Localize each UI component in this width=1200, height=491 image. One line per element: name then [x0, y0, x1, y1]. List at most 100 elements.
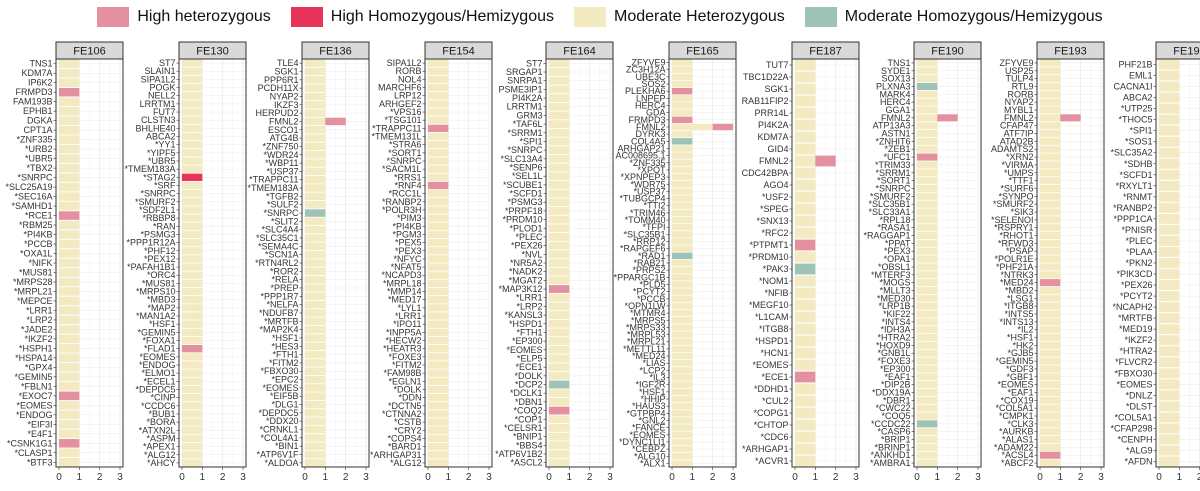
- gene-label: *HSPD1: [755, 336, 789, 346]
- panel-fe130: FE130 ST7SLAIN1SIPA1L2POGKNELL2LRRTM1FUT7…: [124, 41, 247, 483]
- panel-title: FE187: [809, 46, 841, 58]
- gene-label: KDM7A: [757, 132, 788, 142]
- bar-plaa: [1159, 247, 1180, 257]
- gene-label: *RNF4: [394, 180, 421, 190]
- gene-label: *CSTB: [394, 417, 422, 427]
- gene-label: BHLHE40: [135, 123, 175, 133]
- bar-nr5a2: [549, 259, 570, 267]
- bar-fmnl2-seg3: [712, 123, 733, 131]
- legend-label: Moderate Homozygous/Hemizygous: [844, 8, 1103, 25]
- bar-atp6v1b2: [549, 450, 570, 458]
- panel-fe193: FE193 ZFYVE9USP25TULP4RTL9RORBNYAP2MYBL1F…: [991, 41, 1105, 483]
- bar-ccdc6: [182, 402, 203, 410]
- bar-speg: [795, 203, 816, 215]
- gene-label: *NOM1: [759, 276, 789, 286]
- gene-label: TUT7: [766, 60, 789, 70]
- bar-rtl9: [1040, 82, 1061, 90]
- bar-mbd2: [1040, 286, 1061, 294]
- gene-label: *COL4A1: [260, 433, 298, 443]
- bar-frmpd3: [59, 87, 80, 97]
- bar-mrpl21: [672, 338, 693, 345]
- gene-label: *WDR24: [263, 150, 298, 160]
- gene-label: *DYNC1LI1: [619, 437, 666, 447]
- gene-label: *FOXE3: [877, 356, 910, 366]
- gene-label: NELL2: [148, 91, 176, 101]
- gene-label: *CFAP298: [1110, 423, 1152, 433]
- gene-label: *NTRK3: [1000, 270, 1033, 280]
- gene-label: *PHF21A: [996, 262, 1034, 272]
- gene-label: *COL5A1: [995, 403, 1033, 413]
- gene-label: CPT1A: [23, 125, 52, 135]
- gene-label: *SNRPC: [386, 156, 422, 166]
- bar-trappc11: [428, 124, 449, 133]
- bar-dnlz: [1159, 390, 1180, 401]
- gene-label: SGK1: [764, 84, 788, 94]
- bar-rfc2: [795, 227, 816, 239]
- gene-label: *FANCE: [632, 423, 666, 433]
- gene-label: *VIRMA: [1001, 160, 1033, 170]
- gene-label: TLE4: [277, 58, 299, 68]
- bar-mterf3: [917, 271, 938, 279]
- bar-usp37: [305, 167, 326, 176]
- bar-cop1: [549, 415, 570, 424]
- bar-cops4: [428, 434, 449, 443]
- bar-cenph: [1159, 434, 1180, 445]
- gene-label: *COQ5: [881, 411, 910, 421]
- bar-opn1lw: [672, 302, 693, 310]
- bar-trappc11: [305, 175, 326, 184]
- panel-fe154: FE154SIPA1L2RORBNOL4MARCHF6LRP12ARHGEF2*…: [370, 41, 493, 483]
- bar-esco1: [305, 126, 326, 134]
- gene-label: *YY1: [155, 140, 176, 150]
- bar-oxa1l: [59, 249, 80, 258]
- gene-label: *OPN1LW: [625, 301, 666, 311]
- gene-label: *IKZF2: [24, 334, 52, 344]
- gene-label: *NIFK: [28, 258, 52, 268]
- gene-label: *RELA: [271, 275, 298, 285]
- bar-ddx20: [305, 417, 326, 425]
- bar-cdc42bpa: [795, 167, 816, 179]
- bar-dclk1: [549, 389, 570, 398]
- gene-label: *TMEM183A: [124, 164, 175, 174]
- gene-label: *TUBGCP4: [619, 194, 665, 204]
- bar-sulf2: [305, 200, 326, 209]
- gene-label: *ITGB8: [1004, 301, 1034, 311]
- bar-wdr75: [672, 181, 693, 188]
- gene-label: *PCCB: [637, 294, 666, 304]
- bar-ran: [182, 222, 203, 230]
- bar-gjb5: [1040, 349, 1061, 357]
- bar-gtpbp4: [672, 410, 693, 417]
- gene-label: *TGFB2: [266, 191, 299, 201]
- bar-dbr1: [917, 396, 938, 404]
- legend-swatch: [97, 7, 130, 27]
- gene-label: *EOMES: [997, 380, 1033, 390]
- bar-atg4b: [305, 134, 326, 142]
- gene-label: ST7: [526, 58, 543, 68]
- bar-acsl4: [1040, 451, 1061, 459]
- bar-mus81: [182, 279, 203, 288]
- gene-label: PI4K2A: [512, 93, 543, 103]
- x-tick-label: 3: [486, 472, 492, 483]
- bar-cfap298: [1159, 423, 1180, 434]
- bar-brinp1: [917, 443, 938, 451]
- bar-ccdc22: [917, 420, 938, 428]
- bar-sdf2l1: [182, 206, 203, 214]
- bar-pex26: [549, 241, 570, 250]
- bar-snrpc: [305, 209, 326, 217]
- gene-label: *PLEC: [1125, 236, 1153, 246]
- gene-label: *DBR1: [883, 395, 911, 405]
- gene-label: ESCO1: [268, 125, 299, 135]
- gene-label: *PTPMT1: [749, 240, 788, 250]
- bar-srgap1: [549, 68, 570, 76]
- gene-label: *PCYT2: [633, 287, 666, 297]
- bar-tmem131l: [428, 132, 449, 141]
- gene-label: *EPC2: [271, 375, 298, 385]
- gene-label: *NCAPH2: [1112, 302, 1152, 312]
- bar-slit2: [305, 217, 326, 226]
- bar-dlg1: [305, 400, 326, 409]
- bar-lias: [672, 359, 693, 367]
- gene-label: *LRP1B: [878, 301, 910, 311]
- gene-label: *NFAT5: [391, 262, 422, 272]
- gene-label: ATG4B: [270, 133, 299, 143]
- bar-rorb: [1040, 90, 1061, 98]
- bar-hspa14: [59, 353, 80, 363]
